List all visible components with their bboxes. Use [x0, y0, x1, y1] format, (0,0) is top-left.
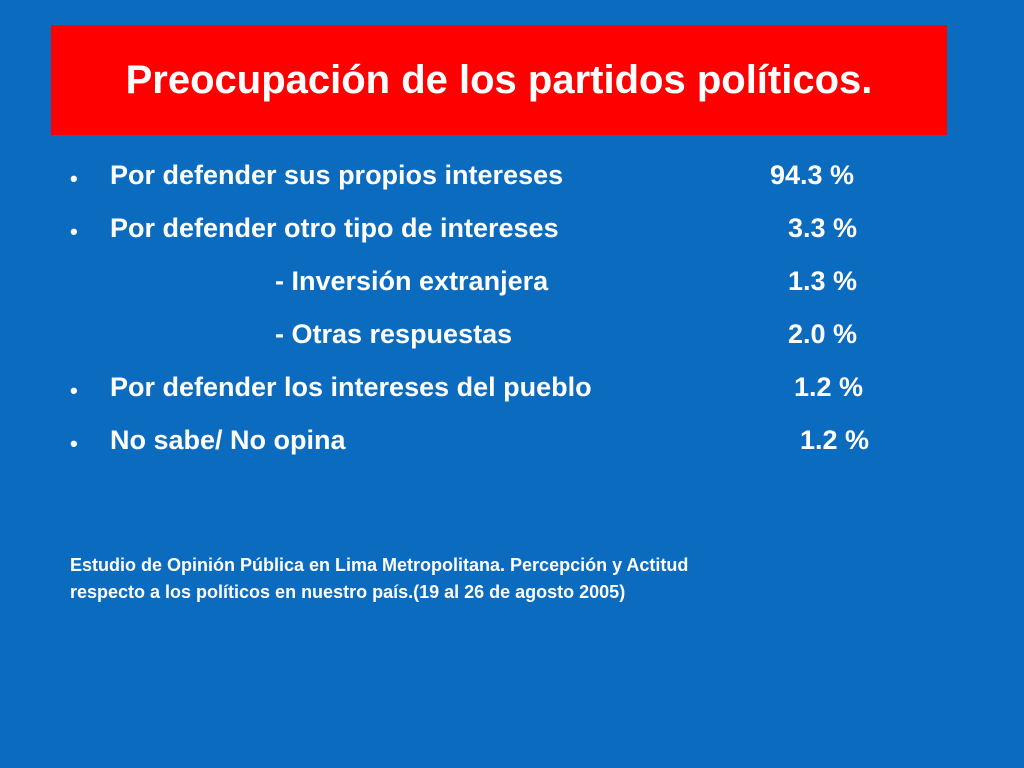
item-label: Por defender los intereses del pueblo [110, 372, 592, 402]
item-label: Por defender otro tipo de intereses [110, 213, 559, 243]
list-item: • Por defender los intereses del pueblo … [0, 372, 1024, 420]
title-box: Preocupación de los partidos políticos. [51, 25, 947, 135]
footnote-line: Estudio de Opinión Pública en Lima Metro… [70, 555, 689, 575]
list-sub-item: - Otras respuestas 2.0 % [0, 319, 1024, 367]
bullet: • [70, 378, 78, 403]
list-sub-item: - Inversión extranjera 1.3 % [0, 266, 1024, 314]
list-item: • Por defender otro tipo de intereses 3.… [0, 213, 1024, 261]
item-label: Por defender sus propios intereses [110, 160, 564, 190]
item-value: 1.2 % [794, 372, 864, 402]
list-item: • No sabe/ No opina 1.2 % [0, 425, 1024, 473]
item-value: 1.2 % [800, 425, 870, 455]
slide-title: Preocupación de los partidos políticos. [125, 57, 873, 102]
footnote-line: respecto a los políticos en nuestro país… [70, 582, 626, 602]
bullet: • [70, 431, 78, 456]
item-value: 2.0 % [788, 319, 858, 349]
item-value: 1.3 % [788, 266, 858, 296]
bullet: • [70, 219, 78, 244]
item-label: No sabe/ No opina [110, 425, 346, 455]
list-item: • Por defender sus propios intereses 94.… [0, 160, 1024, 208]
item-value: 3.3 % [788, 213, 858, 243]
item-label: - Inversión extranjera [275, 266, 549, 296]
item-label: - Otras respuestas [275, 319, 513, 349]
bullet: • [70, 166, 78, 191]
source-footnote: Estudio de Opinión Pública en Lima Metro… [70, 552, 950, 606]
item-value: 94.3 % [770, 160, 855, 190]
